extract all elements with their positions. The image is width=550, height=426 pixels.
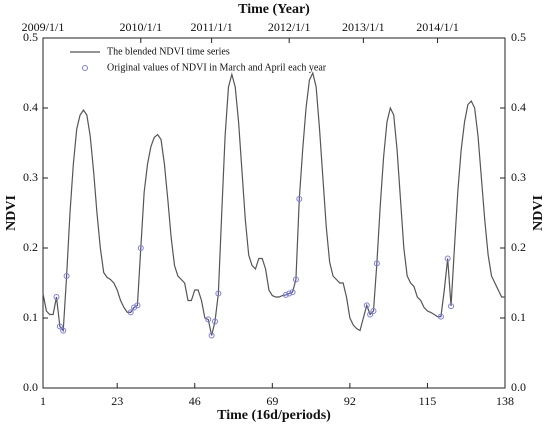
y-axis-title: NDVI [4,195,19,231]
data-point [134,302,141,309]
y-tick-label: 0.1 [23,310,38,324]
y-tick-label: 0.3 [23,170,38,184]
y2-axis-title: NDVI [531,195,546,231]
data-point [292,276,299,283]
x-tick-label: 69 [266,394,278,408]
x-tick-label: 92 [344,394,356,408]
data-point [373,260,380,267]
legend-marker [82,65,88,71]
x-tick-label: 23 [111,394,123,408]
legend-label: The blended NDVI time series [107,46,230,57]
x-axis-title: Time (16d/periods) [217,408,331,423]
data-point [296,196,303,202]
data-point [208,332,215,339]
y-tick-label: 0.0 [23,380,38,394]
data-point [448,303,455,310]
data-point [53,294,60,300]
data-point [56,323,63,330]
data-point [127,309,134,316]
y2-tick-label: 0.4 [511,100,526,114]
plot-frame [42,37,506,389]
x2-tick-label: 2009/1/1 [22,20,65,34]
y-tick-label: 0.2 [23,240,38,254]
x-tick-label: 46 [189,394,201,408]
x-tick-label: 115 [419,394,437,408]
data-point [367,311,374,318]
y2-tick-label: 0.0 [511,380,526,394]
x-tick-label: 1 [40,394,46,408]
data-point [137,245,144,251]
y-tick-label: 0.4 [23,100,38,114]
data-point [286,290,293,297]
y2-tick-label: 0.1 [511,310,526,324]
x2-tick-label: 2014/1/1 [416,20,459,34]
y2-tick-label: 0.5 [511,30,526,44]
x2-tick-label: 2012/1/1 [268,20,311,34]
data-point [282,291,289,298]
x2-tick-label: 2011/1/1 [190,20,232,34]
x-tick-label: 138 [496,394,514,408]
x2-tick-label: 2010/1/1 [119,20,162,34]
data-point [444,255,451,262]
data-point [205,316,212,323]
x2-tick-label: 2013/1/1 [342,20,385,34]
data-point [370,308,377,314]
data-point [363,302,370,309]
data-point [215,290,222,297]
x2-axis-title: Time (Year) [238,2,310,17]
y2-tick-label: 0.3 [511,170,526,184]
data-point [60,327,67,334]
data-point [289,289,296,296]
legend-label: Original values of NDVI in March and Apr… [107,62,327,73]
data-point [437,313,444,320]
y-tick-label: 0.5 [23,30,38,44]
data-point [211,318,218,325]
y2-tick-label: 0.2 [511,240,526,254]
data-line [42,71,505,336]
data-point [63,273,70,279]
